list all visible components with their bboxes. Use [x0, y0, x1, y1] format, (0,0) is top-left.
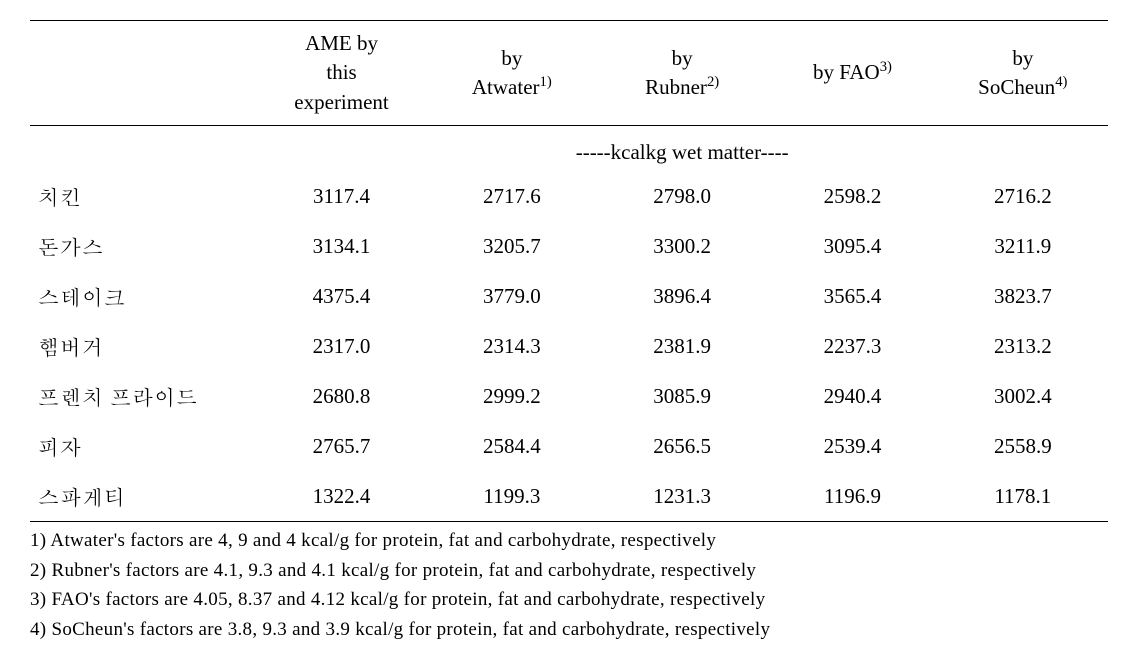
table-row: 스테이크4375.43779.03896.43565.43823.7 [30, 271, 1108, 321]
header-col: by FAO3) [767, 21, 937, 126]
header-blank [30, 21, 256, 126]
cell-value: 2940.4 [767, 371, 937, 421]
cell-value: 2716.2 [938, 171, 1108, 221]
footnote-line: 1) Atwater's factors are 4, 9 and 4 kcal… [30, 526, 1108, 556]
cell-value: 2717.6 [427, 171, 597, 221]
cell-value: 2999.2 [427, 371, 597, 421]
table-row: 돈가스3134.13205.73300.23095.43211.9 [30, 221, 1108, 271]
row-label: 햄버거 [30, 321, 256, 371]
cell-value: 3085.9 [597, 371, 767, 421]
row-label: 피자 [30, 421, 256, 471]
cell-value: 2680.8 [256, 371, 426, 421]
row-label: 프렌치 프라이드 [30, 371, 256, 421]
cell-value: 2237.3 [767, 321, 937, 371]
row-label: 치킨 [30, 171, 256, 221]
cell-value: 2539.4 [767, 421, 937, 471]
cell-value: 3211.9 [938, 221, 1108, 271]
cell-value: 3205.7 [427, 221, 597, 271]
cell-value: 3095.4 [767, 221, 937, 271]
cell-value: 2317.0 [256, 321, 426, 371]
units-row: -----kcalkg wet matter---- [30, 126, 1108, 172]
header-col: byRubner2) [597, 21, 767, 126]
cell-value: 3565.4 [767, 271, 937, 321]
cell-value: 3779.0 [427, 271, 597, 321]
cell-value: 1199.3 [427, 471, 597, 522]
header-col: AME bythisexperiment [256, 21, 426, 126]
row-label: 스테이크 [30, 271, 256, 321]
cell-value: 3300.2 [597, 221, 767, 271]
cell-value: 3823.7 [938, 271, 1108, 321]
table-body: -----kcalkg wet matter---- 치킨3117.42717.… [30, 126, 1108, 522]
header-col: byAtwater1) [427, 21, 597, 126]
table-row: 스파게티1322.41199.31231.31196.91178.1 [30, 471, 1108, 522]
cell-value: 2314.3 [427, 321, 597, 371]
cell-value: 1196.9 [767, 471, 937, 522]
footnote-line: 4) SoCheun's factors are 3.8, 9.3 and 3.… [30, 615, 1108, 645]
cell-value: 2656.5 [597, 421, 767, 471]
cell-value: 2598.2 [767, 171, 937, 221]
cell-value: 3896.4 [597, 271, 767, 321]
row-label: 스파게티 [30, 471, 256, 522]
table-header-row: AME bythisexperimentbyAtwater1)byRubner2… [30, 21, 1108, 126]
cell-value: 2313.2 [938, 321, 1108, 371]
footnote-line: 2) Rubner's factors are 4.1, 9.3 and 4.1… [30, 556, 1108, 586]
units-label: -----kcalkg wet matter---- [256, 126, 1108, 172]
cell-value: 3117.4 [256, 171, 426, 221]
cell-value: 3134.1 [256, 221, 426, 271]
cell-value: 1178.1 [938, 471, 1108, 522]
cell-value: 3002.4 [938, 371, 1108, 421]
header-col: bySoCheun4) [938, 21, 1108, 126]
footnote-line: 3) FAO's factors are 4.05, 8.37 and 4.12… [30, 585, 1108, 615]
cell-value: 2765.7 [256, 421, 426, 471]
cell-value: 1231.3 [597, 471, 767, 522]
cell-value: 2381.9 [597, 321, 767, 371]
energy-table: AME bythisexperimentbyAtwater1)byRubner2… [30, 20, 1108, 522]
footnotes: 1) Atwater's factors are 4, 9 and 4 kcal… [30, 526, 1108, 644]
table-row: 피자2765.72584.42656.52539.42558.9 [30, 421, 1108, 471]
cell-value: 2798.0 [597, 171, 767, 221]
table-row: 햄버거2317.02314.32381.92237.32313.2 [30, 321, 1108, 371]
cell-value: 4375.4 [256, 271, 426, 321]
table-row: 치킨3117.42717.62798.02598.22716.2 [30, 171, 1108, 221]
cell-value: 2584.4 [427, 421, 597, 471]
row-label: 돈가스 [30, 221, 256, 271]
table-row: 프렌치 프라이드2680.82999.23085.92940.43002.4 [30, 371, 1108, 421]
cell-value: 2558.9 [938, 421, 1108, 471]
cell-value: 1322.4 [256, 471, 426, 522]
